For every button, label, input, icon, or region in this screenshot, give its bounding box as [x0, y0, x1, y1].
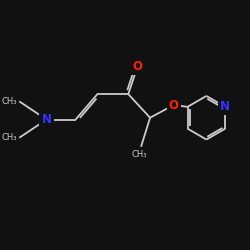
Text: CH₃: CH₃	[132, 150, 147, 160]
Text: O: O	[132, 60, 142, 73]
Text: O: O	[169, 98, 179, 112]
Text: CH₃: CH₃	[1, 133, 17, 142]
Text: CH₃: CH₃	[1, 97, 17, 106]
Text: N: N	[220, 100, 230, 113]
Text: N: N	[42, 113, 51, 126]
